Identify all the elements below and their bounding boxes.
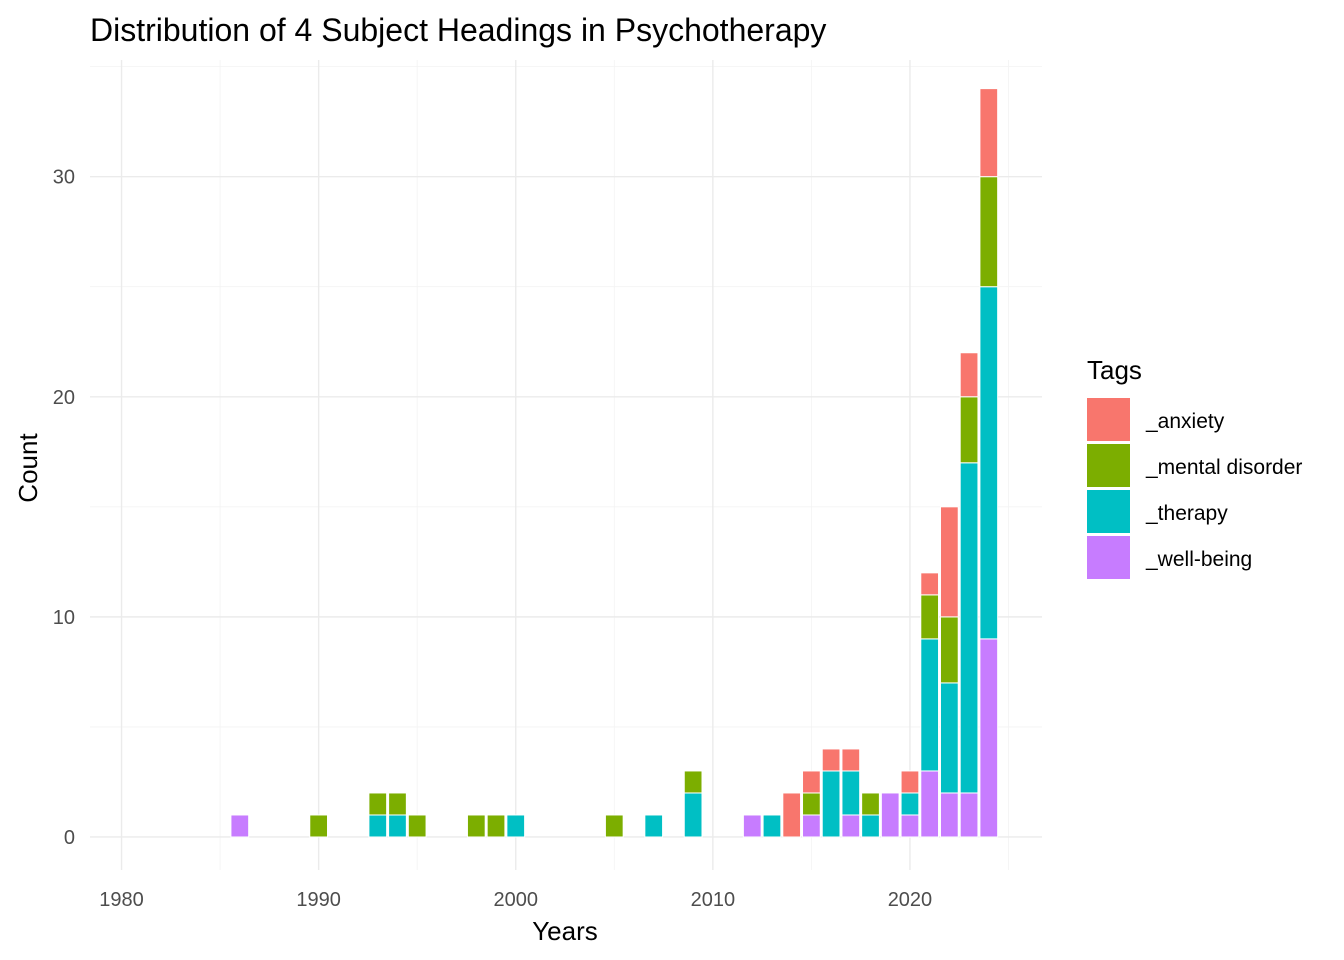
bar-mental-disorder-2022: [939, 616, 959, 684]
bar-therapy-2023: [959, 462, 979, 794]
bar-mental-disorder-2024: [979, 176, 999, 288]
bar-therapy-2021: [920, 638, 940, 772]
bar-mental-disorder-1998: [466, 814, 486, 838]
bar-well-being-1986: [230, 814, 250, 838]
bar-anxiety-2015: [802, 770, 821, 794]
bar-therapy-2016: [821, 770, 841, 838]
x-tick-label: 1990: [296, 889, 341, 911]
bar-anxiety-2016: [821, 748, 841, 772]
bar-well-being-2017: [841, 814, 861, 838]
bar-therapy-2017: [841, 770, 861, 816]
bar-therapy-2013: [762, 814, 782, 838]
x-axis-ticks: 1980 1990 2000 2010 2020: [99, 889, 932, 911]
bar-therapy-2000: [506, 814, 526, 838]
y-axis-title: Count: [13, 433, 43, 503]
legend-swatch-therapy: [1087, 490, 1130, 533]
bar-therapy-2009: [683, 792, 703, 838]
y-tick-label: 20: [53, 387, 75, 409]
legend-items: _anxiety _mental disorder _therapy _well-be…: [1087, 398, 1302, 579]
bar-therapy-2018: [861, 814, 880, 838]
bar-well-being-2022: [939, 792, 959, 838]
bar-anxiety-2014: [782, 792, 802, 838]
bar-anxiety-2021: [920, 572, 940, 596]
bar-mental-disorder-1990: [309, 814, 329, 838]
x-axis-title: Years: [532, 916, 598, 946]
bar-mental-disorder-1994: [388, 792, 407, 816]
bar-well-being-2015: [802, 814, 821, 838]
bar-mental-disorder-1999: [486, 814, 506, 838]
bar-anxiety-2017: [841, 748, 861, 772]
bar-well-being-2024: [979, 638, 999, 838]
x-tick-label: 2000: [493, 889, 538, 911]
bar-mental-disorder-2009: [683, 770, 703, 794]
legend: Tags _anxiety _mental disorder _therapy _we…: [1087, 355, 1302, 579]
bar-anxiety-2022: [939, 506, 959, 618]
bar-anxiety-2023: [959, 352, 979, 398]
chart-title: Distribution of 4 Subject Headings in Ps…: [90, 12, 826, 48]
y-tick-label: 10: [53, 607, 75, 629]
bar-mental-disorder-2023: [959, 396, 979, 464]
legend-label-therapy: _therapy: [1145, 502, 1228, 525]
bar-therapy-2024: [979, 286, 999, 640]
bars: [230, 88, 999, 838]
bar-well-being-2019: [880, 792, 900, 838]
bar-mental-disorder-1995: [407, 814, 427, 838]
grid: [90, 60, 1042, 870]
bar-mental-disorder-2005: [604, 814, 624, 838]
bar-well-being-2021: [920, 770, 940, 838]
bar-well-being-2012: [742, 814, 762, 838]
legend-swatch-anxiety: [1087, 398, 1130, 441]
y-tick-label: 30: [53, 167, 75, 189]
y-axis-ticks: 0 10 20 30: [53, 167, 75, 849]
bar-mental-disorder-2018: [861, 792, 880, 816]
bar-well-being-2020: [900, 814, 920, 838]
bar-well-being-2023: [959, 792, 979, 838]
bar-mental-disorder-2015: [802, 792, 821, 816]
bar-therapy-1994: [388, 814, 407, 838]
legend-title: Tags: [1087, 355, 1142, 385]
bar-anxiety-2020: [900, 770, 920, 794]
x-tick-label: 2010: [691, 889, 736, 911]
bar-anxiety-2024: [979, 88, 999, 178]
legend-label-anxiety: _anxiety: [1145, 410, 1225, 433]
legend-label-mental-disorder: _mental disorder: [1145, 456, 1302, 479]
x-tick-label: 1980: [99, 889, 144, 911]
x-tick-label: 2020: [888, 889, 933, 911]
y-tick-label: 0: [64, 827, 75, 849]
bar-therapy-2007: [644, 814, 664, 838]
bar-therapy-1993: [368, 814, 388, 838]
bar-mental-disorder-1993: [368, 792, 388, 816]
bar-mental-disorder-2021: [920, 594, 940, 640]
legend-label-well-being: _well-being: [1145, 548, 1252, 571]
legend-swatch-mental-disorder: [1087, 444, 1130, 487]
legend-swatch-well-being: [1087, 536, 1130, 579]
bar-therapy-2022: [939, 682, 959, 794]
bar-therapy-2020: [900, 792, 920, 816]
